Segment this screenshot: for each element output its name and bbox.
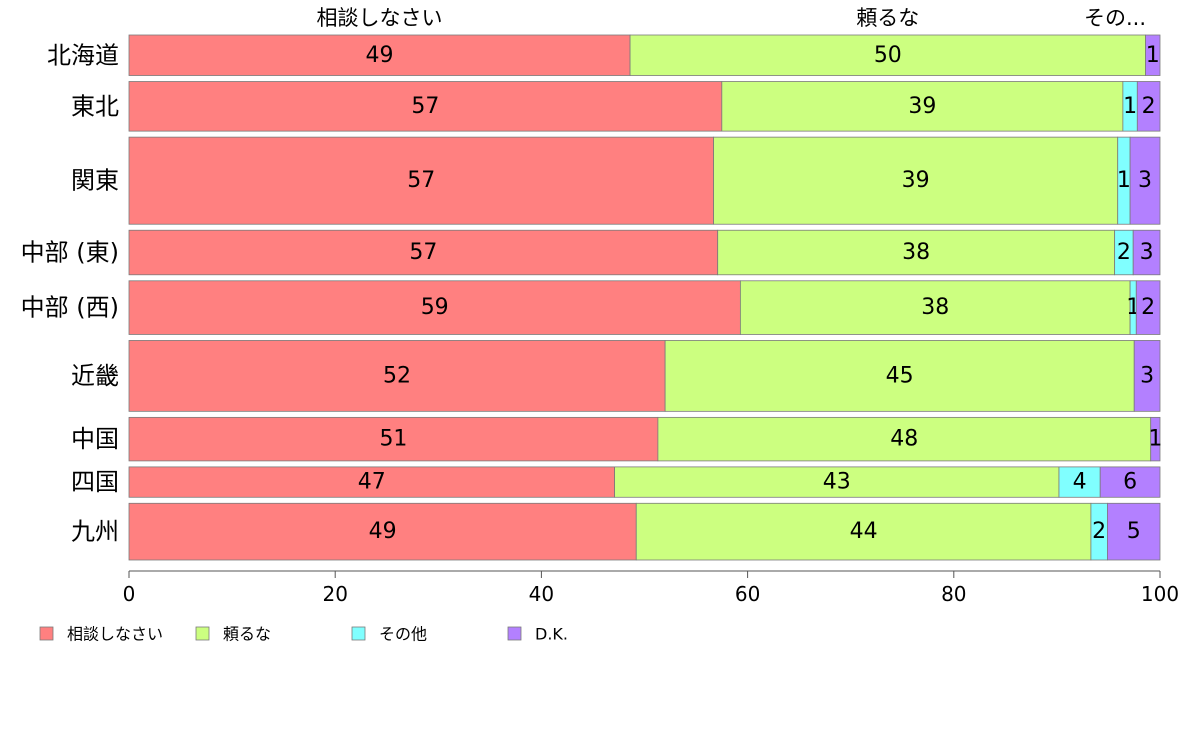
data-label: 2 xyxy=(1117,240,1131,265)
category-label: 北海道 xyxy=(47,41,119,69)
legend-swatch xyxy=(39,626,54,641)
bar-segment xyxy=(1133,340,1161,412)
x-tick-label: 0 xyxy=(123,582,136,606)
data-label: 57 xyxy=(411,94,439,119)
bar-segment xyxy=(128,502,637,561)
data-label: 5 xyxy=(1127,519,1141,544)
bar-segment xyxy=(1132,229,1161,276)
bar-segment xyxy=(1107,502,1161,561)
data-label: 49 xyxy=(369,519,397,544)
data-label: 38 xyxy=(921,295,949,320)
legend-label: 頼るな xyxy=(223,625,271,644)
legend-swatch xyxy=(507,626,522,641)
bar-segment xyxy=(1099,466,1161,498)
data-label: 2 xyxy=(1142,94,1156,119)
bar-segment xyxy=(128,229,719,276)
data-label: 3 xyxy=(1140,363,1154,388)
bar-segment xyxy=(713,136,1119,225)
x-tick-label: 20 xyxy=(322,582,347,606)
bar-segment xyxy=(657,416,1152,462)
data-label: 39 xyxy=(902,168,930,193)
category-label: 中部 (西) xyxy=(21,294,119,322)
bar-segment xyxy=(128,340,666,412)
category-label: 中国 xyxy=(71,425,119,453)
bar-segment xyxy=(1135,280,1161,335)
data-label: 39 xyxy=(908,94,936,119)
x-tick-label: 40 xyxy=(529,582,554,606)
x-tick-label: 60 xyxy=(735,582,760,606)
data-label: 38 xyxy=(902,240,930,265)
data-label: 52 xyxy=(383,363,411,388)
bar-segment xyxy=(664,340,1135,412)
data-label: 43 xyxy=(823,470,851,495)
data-label: 48 xyxy=(890,427,918,452)
data-label: 2 xyxy=(1141,295,1155,320)
bar-segment xyxy=(635,502,1092,561)
legend-swatch xyxy=(351,626,366,641)
bar-segment xyxy=(128,136,714,225)
category-label: 四国 xyxy=(71,468,119,496)
data-label: 49 xyxy=(366,43,394,68)
category-label: 中部 (東) xyxy=(21,239,119,267)
data-label: 1 xyxy=(1117,168,1131,193)
data-label: 1 xyxy=(1148,427,1162,452)
legend-swatch xyxy=(195,626,210,641)
data-label: 47 xyxy=(358,470,386,495)
bar-segment xyxy=(128,466,616,498)
data-label: 51 xyxy=(379,427,407,452)
bar-segment xyxy=(721,81,1124,132)
data-label: 45 xyxy=(886,363,914,388)
x-tick-label: 80 xyxy=(941,582,966,606)
data-label: 1 xyxy=(1146,43,1160,68)
legend-label: その他 xyxy=(379,625,427,644)
bar-segment xyxy=(1129,136,1161,225)
data-label: 4 xyxy=(1073,470,1087,495)
bar-segment xyxy=(629,34,1146,76)
data-label: 2 xyxy=(1092,519,1106,544)
bar-segment xyxy=(128,34,631,76)
bar-segment xyxy=(739,280,1131,335)
category-label: 九州 xyxy=(71,518,119,546)
bar-segment xyxy=(1136,81,1161,132)
data-label: 44 xyxy=(850,519,878,544)
data-label: 59 xyxy=(421,295,449,320)
x-tick-label: 100 xyxy=(1141,582,1179,606)
bar-segment xyxy=(717,229,1116,276)
bar-segment xyxy=(128,280,741,335)
legend-label: D.K. xyxy=(535,625,568,644)
category-label: 近畿 xyxy=(71,362,119,390)
bar-segment xyxy=(128,81,723,132)
bar-segment xyxy=(1150,416,1161,462)
top-label: その... xyxy=(1084,6,1146,30)
data-label: 3 xyxy=(1138,168,1152,193)
data-label: 3 xyxy=(1140,240,1154,265)
top-label: 相談しなさい xyxy=(317,6,443,30)
data-label: 6 xyxy=(1123,470,1137,495)
category-label: 東北 xyxy=(71,92,119,120)
bar-segment xyxy=(128,416,659,462)
data-label: 1 xyxy=(1123,94,1137,119)
data-label: 50 xyxy=(874,43,902,68)
legend-label: 相談しなさい xyxy=(67,625,163,644)
data-label: 57 xyxy=(407,168,435,193)
bar-segment xyxy=(1145,34,1161,76)
category-label: 関東 xyxy=(71,167,119,195)
data-label: 57 xyxy=(409,240,437,265)
top-label: 頼るな xyxy=(856,6,919,30)
